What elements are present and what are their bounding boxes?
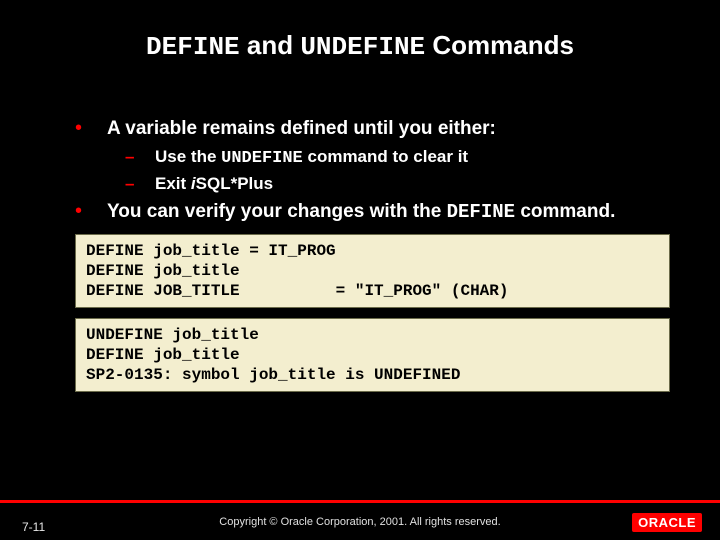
bullet-2-text: You can verify your changes with the DEF…: [107, 200, 615, 224]
title-text-1: and: [240, 30, 301, 60]
bullet-dot-icon: •: [75, 117, 107, 139]
slide: DEFINE and UNDEFINE Commands • A variabl…: [0, 0, 720, 540]
oracle-logo: ORACLE: [632, 513, 702, 532]
oracle-logo-text: ORACLE: [632, 513, 702, 532]
dash-icon: –: [125, 174, 155, 194]
sub-2-post: SQL*Plus: [196, 174, 273, 193]
code-box-1: DEFINE job_title = IT_PROG DEFINE job_ti…: [75, 234, 670, 308]
copyright-text: Copyright © Oracle Corporation, 2001. Al…: [0, 516, 720, 528]
sub-2-pre: Exit: [155, 174, 191, 193]
sub-1-text: Use the UNDEFINE command to clear it: [155, 147, 468, 168]
title-text-2: Commands: [425, 30, 574, 60]
content-area: • A variable remains defined until you e…: [40, 117, 680, 392]
sub-bullet-1: – Use the UNDEFINE command to clear it: [75, 147, 670, 168]
sub-1-pre: Use the: [155, 147, 221, 166]
bullet-2-post: command.: [515, 201, 615, 222]
bullet-2-mono: DEFINE: [447, 201, 515, 223]
sub-2-text: Exit iSQL*Plus: [155, 174, 273, 194]
dash-icon: –: [125, 147, 155, 167]
bullet-1-text: A variable remains defined until you eit…: [107, 117, 496, 141]
sub-1-mono: UNDEFINE: [221, 149, 303, 168]
bullet-1: • A variable remains defined until you e…: [75, 117, 670, 141]
bullet-2-pre: You can verify your changes with the: [107, 201, 447, 222]
title-mono-1: DEFINE: [146, 32, 240, 62]
page-number: 7-11: [22, 520, 45, 534]
sub-1-post: command to clear it: [303, 147, 468, 166]
title-mono-2: UNDEFINE: [300, 32, 425, 62]
bullet-dot-icon: •: [75, 200, 107, 222]
sub-bullet-2: – Exit iSQL*Plus: [75, 174, 670, 194]
bullet-2: • You can verify your changes with the D…: [75, 200, 670, 224]
code-box-2: UNDEFINE job_title DEFINE job_title SP2-…: [75, 318, 670, 392]
slide-title: DEFINE and UNDEFINE Commands: [40, 30, 680, 62]
footer: 7-11 Copyright © Oracle Corporation, 200…: [0, 500, 720, 540]
